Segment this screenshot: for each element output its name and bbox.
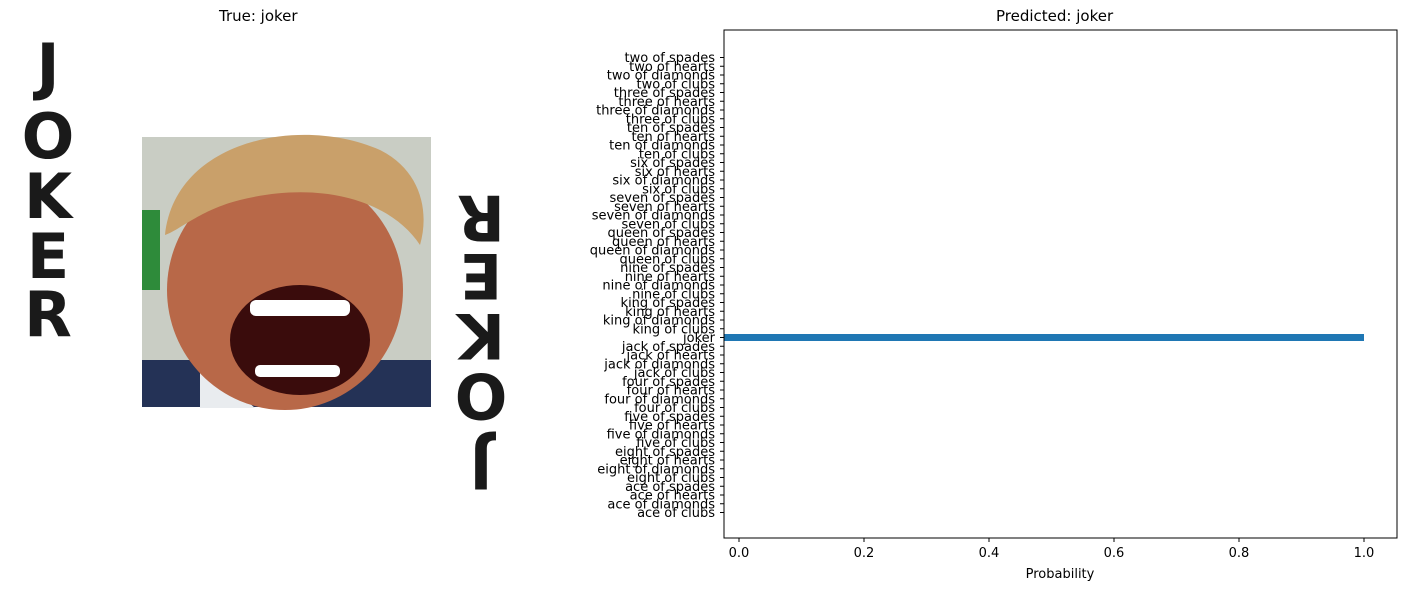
y-tick-label: ten of hearts	[631, 130, 715, 145]
svg-text:R: R	[457, 181, 505, 254]
x-tick-label: 1.0	[1354, 546, 1375, 561]
y-tick-label: three of diamonds	[596, 104, 715, 119]
y-tick-label: ten of clubs	[639, 147, 715, 162]
svg-text:E: E	[27, 220, 69, 293]
y-tick-label: six of diamonds	[612, 174, 715, 189]
y-tick-label: ace of diamonds	[607, 497, 715, 512]
y-tick-label: ace of clubs	[637, 506, 715, 521]
y-tick-label: jack of hearts	[626, 349, 716, 364]
svg-text:E: E	[460, 239, 502, 312]
y-tick-label: four of clubs	[634, 401, 715, 416]
y-tick-label: five of clubs	[636, 436, 715, 451]
y-tick-label: jack of diamonds	[603, 357, 715, 372]
chart-title: Predicted: joker	[996, 7, 1114, 25]
y-tick-label: ten of diamonds	[609, 139, 715, 154]
y-tick-label: four of diamonds	[604, 392, 715, 407]
y-tick-label: six of spades	[630, 156, 715, 171]
y-tick-label: king of hearts	[625, 305, 715, 320]
y-tick-label: three of hearts	[618, 95, 715, 110]
y-tick-label: two of hearts	[629, 60, 715, 75]
y-tick-label: seven of spades	[609, 191, 715, 206]
y-tick-label: jack of clubs	[633, 366, 715, 381]
svg-text:O: O	[455, 359, 508, 432]
svg-text:K: K	[24, 160, 74, 233]
y-tick-label: eight of diamonds	[597, 462, 715, 477]
y-tick-label: queen of hearts	[612, 235, 715, 250]
y-tick-label: two of spades	[625, 51, 716, 66]
y-tick-label: four of spades	[622, 375, 715, 390]
y-tick-label: three of clubs	[626, 112, 715, 127]
y-tick-label: king of spades	[621, 296, 716, 311]
plot-frame	[723, 29, 1398, 539]
y-tick-label: five of diamonds	[607, 427, 716, 442]
y-tick-label: five of hearts	[629, 419, 715, 434]
y-ticks	[720, 57, 724, 513]
y-tick-label: six of clubs	[642, 182, 715, 197]
x-tick-label: 0.2	[854, 546, 875, 561]
bars	[724, 334, 1364, 341]
y-tick-label: king of diamonds	[603, 314, 715, 329]
y-tick-label: queen of diamonds	[590, 244, 715, 259]
y-tick-label: queen of clubs	[619, 252, 715, 267]
y-tick-label: queen of spades	[607, 226, 715, 241]
y-tick-label: ace of hearts	[630, 489, 716, 504]
y-tick-label: nine of diamonds	[602, 279, 715, 294]
y-tick-label: two of diamonds	[607, 69, 715, 84]
x-axis-label: Probability	[1026, 567, 1095, 582]
svg-text:O: O	[22, 100, 75, 173]
y-tick-label: ace of spades	[625, 480, 715, 495]
svg-text:R: R	[24, 278, 72, 351]
y-tick-label: five of spades	[624, 410, 715, 425]
y-tick-label: nine of clubs	[632, 287, 715, 302]
x-tick-label: 0.4	[979, 546, 1000, 561]
svg-text:J: J	[469, 429, 496, 502]
y-tick-label: seven of hearts	[614, 200, 715, 215]
y-tick-label: eight of clubs	[627, 471, 715, 486]
joker-card-image: J O K E R J O K E R	[22, 30, 508, 502]
bar-joker	[724, 334, 1364, 341]
y-tick-label: king of clubs	[633, 322, 716, 337]
x-tick-label: 0.6	[1104, 546, 1125, 561]
y-tick-label: seven of clubs	[621, 217, 715, 232]
card-letters-top: J O K E R	[22, 30, 75, 351]
y-tick-label: seven of diamonds	[592, 209, 715, 224]
y-tick-label: eight of hearts	[620, 454, 716, 469]
svg-text:K: K	[455, 299, 505, 372]
y-tick-label: two of clubs	[636, 77, 715, 92]
y-tick-label: eight of spades	[615, 445, 715, 460]
y-tick-label: joker	[682, 331, 716, 346]
svg-text:J: J	[32, 30, 59, 103]
card-letters-bottom: J O K E R	[455, 181, 508, 502]
y-tick-label: nine of spades	[620, 261, 715, 276]
y-tick-label: ten of spades	[627, 121, 715, 136]
x-tick-label: 0.8	[1229, 546, 1250, 561]
image-title: True: joker	[219, 7, 298, 25]
x-axis: 0.0 0.2 0.4 0.6 0.8 1.0	[729, 538, 1375, 561]
photo	[142, 134, 431, 410]
x-tick-label: 0.0	[729, 546, 750, 561]
y-tick-label: nine of hearts	[625, 270, 716, 285]
y-tick-label: three of spades	[614, 86, 715, 101]
y-tick-label: six of hearts	[635, 165, 716, 180]
y-tick-label: jack of spades	[621, 340, 715, 355]
y-tick-label: four of hearts	[627, 384, 716, 399]
